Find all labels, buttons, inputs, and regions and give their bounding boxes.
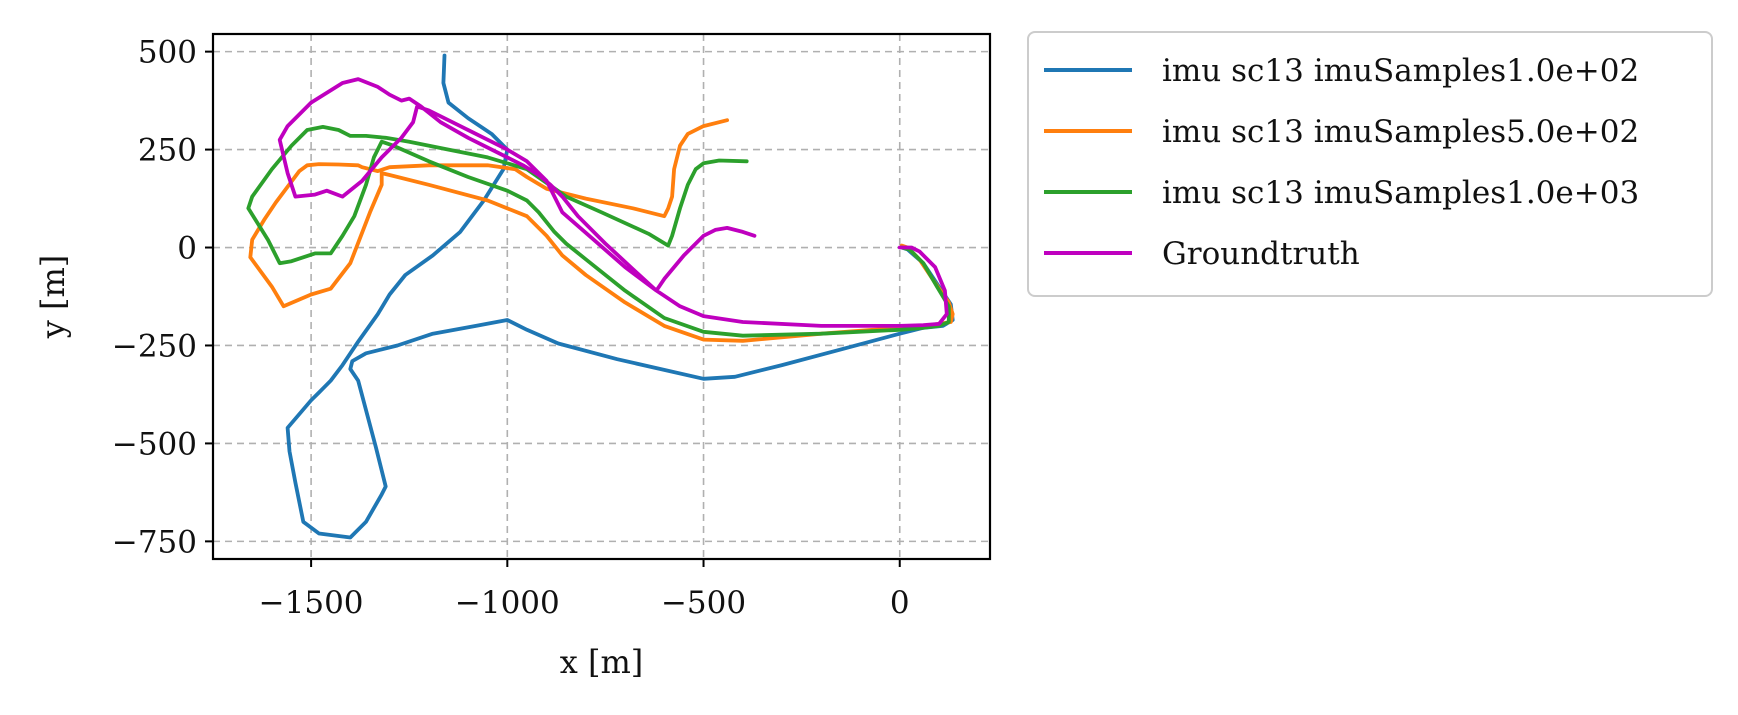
series-line-4: [277, 77, 949, 328]
legend-label: imu sc13 imuSamples1.0e+03: [1162, 175, 1639, 211]
series-lines: [246, 53, 955, 540]
x-tick-label: −1500: [259, 585, 364, 621]
axis-ticks: −1500 −1000 −500 0 500 250 0 −250 −500 −750: [112, 35, 910, 621]
y-tick-label: −500: [112, 426, 197, 462]
x-axis-label: x [m]: [560, 643, 644, 681]
legend-label: imu sc13 imuSamples5.0e+02: [1162, 114, 1639, 150]
series-line-1: [285, 53, 955, 540]
y-axis-label: y [m]: [34, 255, 72, 340]
x-tick-label: −1000: [455, 585, 560, 621]
legend-label: imu sc13 imuSamples1.0e+02: [1162, 53, 1639, 89]
series-line-2: [248, 118, 955, 343]
y-tick-label: −250: [112, 328, 197, 364]
x-tick-label: −500: [661, 585, 746, 621]
plot-area-frame: [211, 32, 992, 561]
y-tick-label: 250: [138, 133, 197, 169]
y-tick-label: 0: [177, 231, 197, 267]
grid-lines: [213, 34, 990, 559]
y-tick-label: 500: [138, 35, 197, 71]
legend-box: [1027, 31, 1713, 297]
y-tick-label: −750: [112, 524, 197, 560]
legend-label: Groundtruth: [1162, 236, 1360, 272]
series-line-3: [246, 125, 951, 338]
x-tick-label: 0: [890, 585, 910, 621]
legend: imu sc13 imuSamples1.0e+02 imu sc13 imuSa…: [1027, 31, 1713, 297]
